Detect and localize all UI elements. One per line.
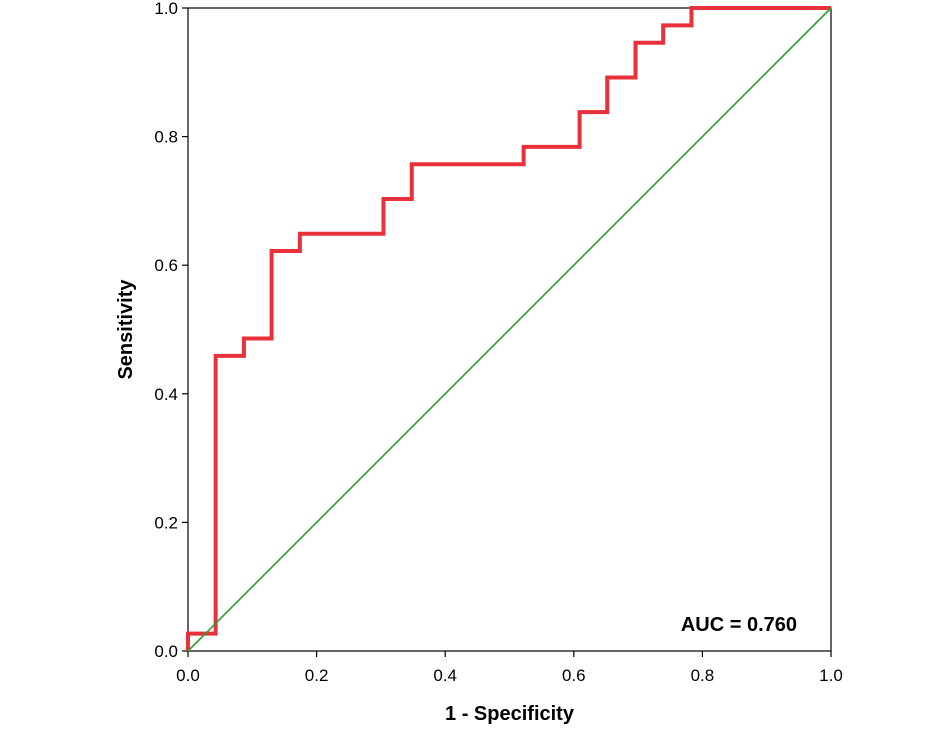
y-tick-label: 0.4 xyxy=(154,385,178,404)
plot-frame xyxy=(187,7,832,652)
x-tick-label: 0.4 xyxy=(433,666,457,685)
y-tick-label: 1.0 xyxy=(154,0,178,18)
x-tick-label: 0.8 xyxy=(691,666,715,685)
roc-curve-line xyxy=(186,6,831,651)
reference-diagonal-line xyxy=(187,7,832,652)
x-axis-label: 1 - Specificity xyxy=(445,703,575,725)
y-tick-label: 0.6 xyxy=(154,256,178,275)
plot-area: 0.0 0.2 0.4 0.6 0.8 1.0 0.0 0.2 0.4 0.6 0.8 1.0 xyxy=(154,0,842,685)
y-tick-label: 0.8 xyxy=(154,128,178,147)
x-tick-label: 0.6 xyxy=(562,666,586,685)
x-tick-label: 0.0 xyxy=(176,666,200,685)
x-tick-label: 1.0 xyxy=(819,666,843,685)
y-tick-label: 0.2 xyxy=(154,513,178,532)
y-axis-label: Sensitivity xyxy=(115,279,137,380)
y-tick-label: 0.0 xyxy=(154,642,178,661)
x-tick-label: 0.2 xyxy=(305,666,329,685)
auc-annotation: AUC = 0.760 xyxy=(681,614,797,636)
